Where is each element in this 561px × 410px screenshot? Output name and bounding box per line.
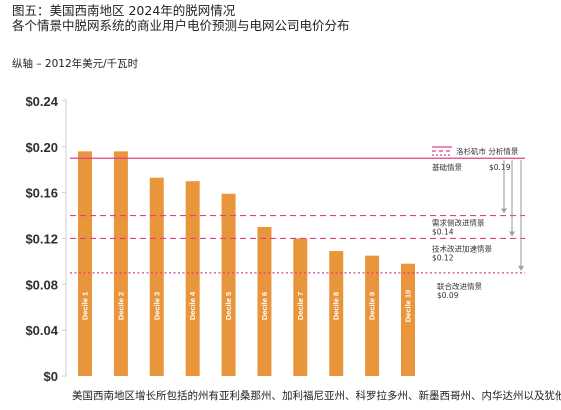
- bar: [257, 227, 272, 376]
- bar: [329, 251, 344, 376]
- bar-category-label: Decile 9: [368, 292, 377, 320]
- bar-labels: Decile 1 Decile 2 Decile 3 Decile 4 Decile 5…: [81, 290, 413, 323]
- bar-category-label: Decile 2: [116, 292, 125, 320]
- y-axis-unit-label: 纵轴 – 2012年美元/千瓦时: [12, 58, 139, 70]
- legend-label: 洛杉矶市 分析情景: [456, 146, 519, 156]
- bar-category-label: Decile 6: [260, 292, 269, 320]
- reference-line-label: 技术改进加速情景: [432, 243, 492, 253]
- scenario-arrow-head: [518, 265, 524, 271]
- reference-lines: 基础情景 $0.19 需求侧改进情景$0.14 技术改进加速情景$0.12 联合改进情景…: [70, 157, 525, 300]
- bar: [185, 181, 200, 376]
- y-axis: $0 $0.04 $0.08 $0.12 $0.16 $0.20 $0.24: [25, 94, 67, 384]
- bar: [78, 151, 92, 376]
- bar: [401, 263, 415, 376]
- bars: [78, 151, 415, 376]
- y-tick-label: $0.08: [25, 277, 58, 292]
- chart-caption: 美国西南地区增长所包括的州有亚利桑那州、加利福尼亚州、科罗拉多州、新墨西哥州、内…: [72, 390, 561, 402]
- reference-line-label: 联合改进情景: [437, 281, 482, 291]
- y-tick-label: $0: [44, 369, 58, 384]
- reference-line-label: 需求侧改进情景: [432, 218, 485, 228]
- reference-line-value: $0.19: [489, 163, 511, 172]
- chart-subtitle: 各个情景中脱网系统的商业用户电价预测与电网公司电价分布: [12, 18, 350, 33]
- scenario-arrow-head: [501, 208, 507, 214]
- bar-category-label: Decile 4: [188, 291, 197, 320]
- y-tick-label: $0.20: [25, 140, 58, 155]
- legend: 洛杉矶市 分析情景: [432, 146, 519, 156]
- reference-line-label: 基础情景: [432, 162, 462, 172]
- y-tick-label: $0.24: [25, 94, 58, 109]
- y-tick-label: $0.16: [25, 186, 58, 201]
- bar-category-label: Decile 3: [152, 292, 161, 320]
- bar-category-label: Decile 8: [332, 292, 341, 320]
- bar: [365, 255, 380, 376]
- bar-category-label: Decile 10: [404, 290, 413, 323]
- reference-line-value: $0.14: [432, 228, 454, 237]
- y-tick-label: $0.12: [25, 231, 58, 246]
- bar: [149, 177, 164, 376]
- bar: [221, 193, 236, 376]
- y-tick-label: $0.04: [25, 323, 58, 338]
- bar-category-label: Decile 5: [224, 292, 233, 320]
- bar-category-label: Decile 1: [81, 292, 90, 320]
- scenario-arrow-head: [509, 231, 515, 237]
- chart-title: 图五：美国西南地区 2024年的脱网情况: [12, 3, 236, 18]
- bar-category-label: Decile 7: [296, 292, 305, 320]
- reference-line-value: $0.12: [432, 253, 454, 262]
- bar: [113, 151, 128, 376]
- reference-line-value: $0.09: [437, 291, 459, 300]
